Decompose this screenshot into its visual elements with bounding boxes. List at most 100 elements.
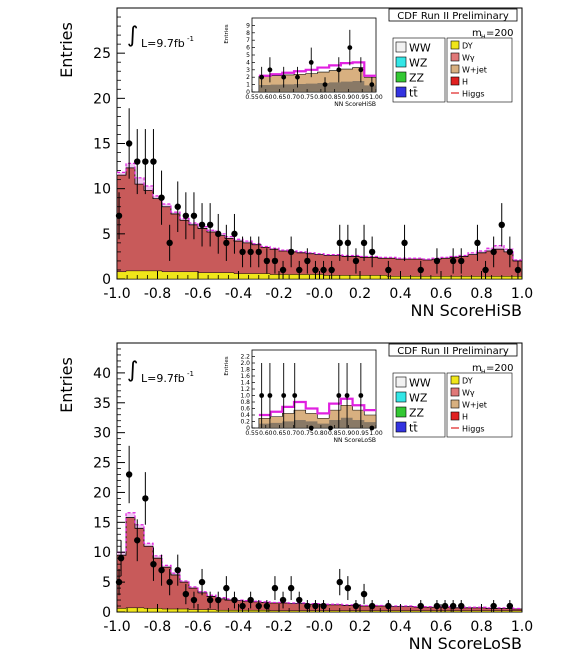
data-point — [441, 600, 449, 612]
data-point — [506, 600, 514, 612]
data-point — [263, 600, 271, 612]
chart-panel-1: -1.0 -0.8 -0.6 -0.4 -0.2 -0.0 0.2 0.4 0.6 0.8 1.00… — [57, 7, 533, 320]
legend-entry: tt̄ — [395, 86, 418, 100]
legend-swatch — [450, 387, 460, 397]
x-tick-label: 0.6 — [430, 619, 452, 635]
inset-data-point — [336, 57, 342, 83]
inset-y-tick-label: 3 — [246, 67, 250, 74]
inset-data-point — [336, 363, 342, 428]
inset-data-point — [308, 47, 314, 78]
mass-subscript: H — [481, 34, 486, 41]
inset-y-axis-title: Entries — [224, 24, 230, 43]
mass-symbol: m — [472, 363, 482, 374]
inset-data-point — [347, 29, 353, 66]
y-axis-title: Entries — [57, 357, 76, 413]
header-box — [388, 8, 518, 22]
inset-data-point — [259, 363, 265, 428]
inset-data-marker — [336, 67, 342, 73]
inset-data-point — [369, 77, 375, 92]
data-point — [287, 236, 295, 268]
data-marker — [247, 248, 254, 256]
inset-y-tick-label: 7 — [246, 37, 250, 44]
x-tick-label: 0.4 — [389, 286, 411, 302]
legend-label: W+jet — [462, 66, 487, 75]
legend-swatch — [450, 399, 460, 409]
data-point — [231, 591, 238, 609]
x-axis-title: NN ScoreLoSB — [409, 634, 522, 653]
legend-entry: H — [450, 411, 468, 422]
inset-x-tick-label: 0.55 — [245, 94, 259, 101]
data-marker — [506, 248, 514, 256]
data-point — [134, 519, 141, 562]
inset-data-point — [281, 66, 287, 88]
inset-data-point — [292, 363, 298, 428]
y-tick-label: 5 — [102, 227, 111, 243]
inset-x-tick-label: 0.95 — [356, 94, 370, 101]
x-tick-label: -0.8 — [144, 619, 171, 635]
data-marker — [449, 257, 457, 265]
inset-data-point — [358, 363, 364, 428]
data-point — [385, 260, 392, 279]
inset-data-marker — [369, 82, 375, 87]
mass-value: =200 — [486, 363, 513, 374]
lumi-exponent: -1 — [187, 35, 194, 43]
inset-data-point — [328, 425, 333, 431]
inset-y-tick-label: 0 — [246, 425, 250, 432]
legend-entry: ZZ — [395, 71, 425, 85]
data-marker — [490, 602, 497, 610]
lumi-label: L=9.7fb — [141, 372, 185, 385]
inset-data-marker — [358, 67, 364, 73]
data-marker — [458, 257, 465, 265]
data-marker — [417, 266, 424, 274]
y-tick-label: 40 — [93, 366, 111, 382]
x-tick-label: 0.6 — [430, 286, 452, 302]
inset-data-point — [267, 57, 273, 83]
data-point — [215, 213, 222, 254]
x-tick-label: -0.6 — [184, 619, 211, 635]
data-point — [198, 568, 206, 596]
axes: -1.0 -0.8 -0.6 -0.4 -0.2 -0.0 0.2 0.4 0.6 0.8 1.00… — [93, 348, 533, 635]
inset-y-tick-label: 1 — [246, 82, 250, 89]
experiment-label: CDF Run II Preliminary — [397, 11, 509, 22]
data-marker — [368, 602, 376, 610]
inset-x-tick-label: 0.85 — [328, 94, 342, 101]
inset-data-marker — [267, 67, 273, 73]
inset-data-marker — [295, 74, 300, 80]
signal-line — [117, 162, 522, 261]
axes: -1.0 -0.8 -0.6 -0.4 -0.2 -0.0 0.2 0.4 0.6 0.8 1.00… — [93, 16, 533, 302]
inset-data-point — [358, 57, 364, 83]
data-marker — [255, 248, 262, 256]
data-point — [166, 568, 173, 596]
data-point — [287, 576, 295, 601]
x-tick-label: 1.0 — [511, 619, 533, 635]
inset-y-tick-label: 0.8 — [240, 399, 250, 406]
x-tick-label: -0.4 — [225, 286, 252, 302]
data-marker — [271, 584, 279, 592]
data-marker — [231, 596, 238, 604]
legend-swatch — [395, 71, 407, 83]
inset-data-point — [308, 425, 314, 431]
data-marker — [247, 596, 254, 604]
data-marker — [125, 140, 133, 147]
data-marker — [320, 602, 327, 610]
data-marker — [287, 584, 295, 592]
legend-label: Wγ — [462, 54, 475, 63]
inset-y-tick-label: 1.6 — [240, 373, 250, 380]
data-point — [482, 260, 489, 279]
legend-label: tt̄ — [409, 421, 418, 434]
data-point — [223, 224, 230, 261]
data-marker — [198, 221, 206, 228]
inset-x-axis-title: NN ScoreLoSB — [333, 437, 376, 444]
data-marker — [498, 221, 505, 228]
data-marker — [206, 221, 214, 228]
inset-x-tick-label: 0.75 — [300, 94, 314, 101]
legend-label: tt̄ — [409, 86, 418, 99]
inset-y-tick-label: 2.0 — [240, 360, 250, 367]
inset-data-marker — [292, 393, 298, 398]
data-point — [344, 576, 352, 601]
inset-data-marker — [308, 60, 314, 65]
lumi-label: L=9.7fb — [141, 37, 185, 50]
inset-data-marker — [267, 393, 273, 398]
inset-y-tick-label: 0.4 — [240, 412, 250, 419]
